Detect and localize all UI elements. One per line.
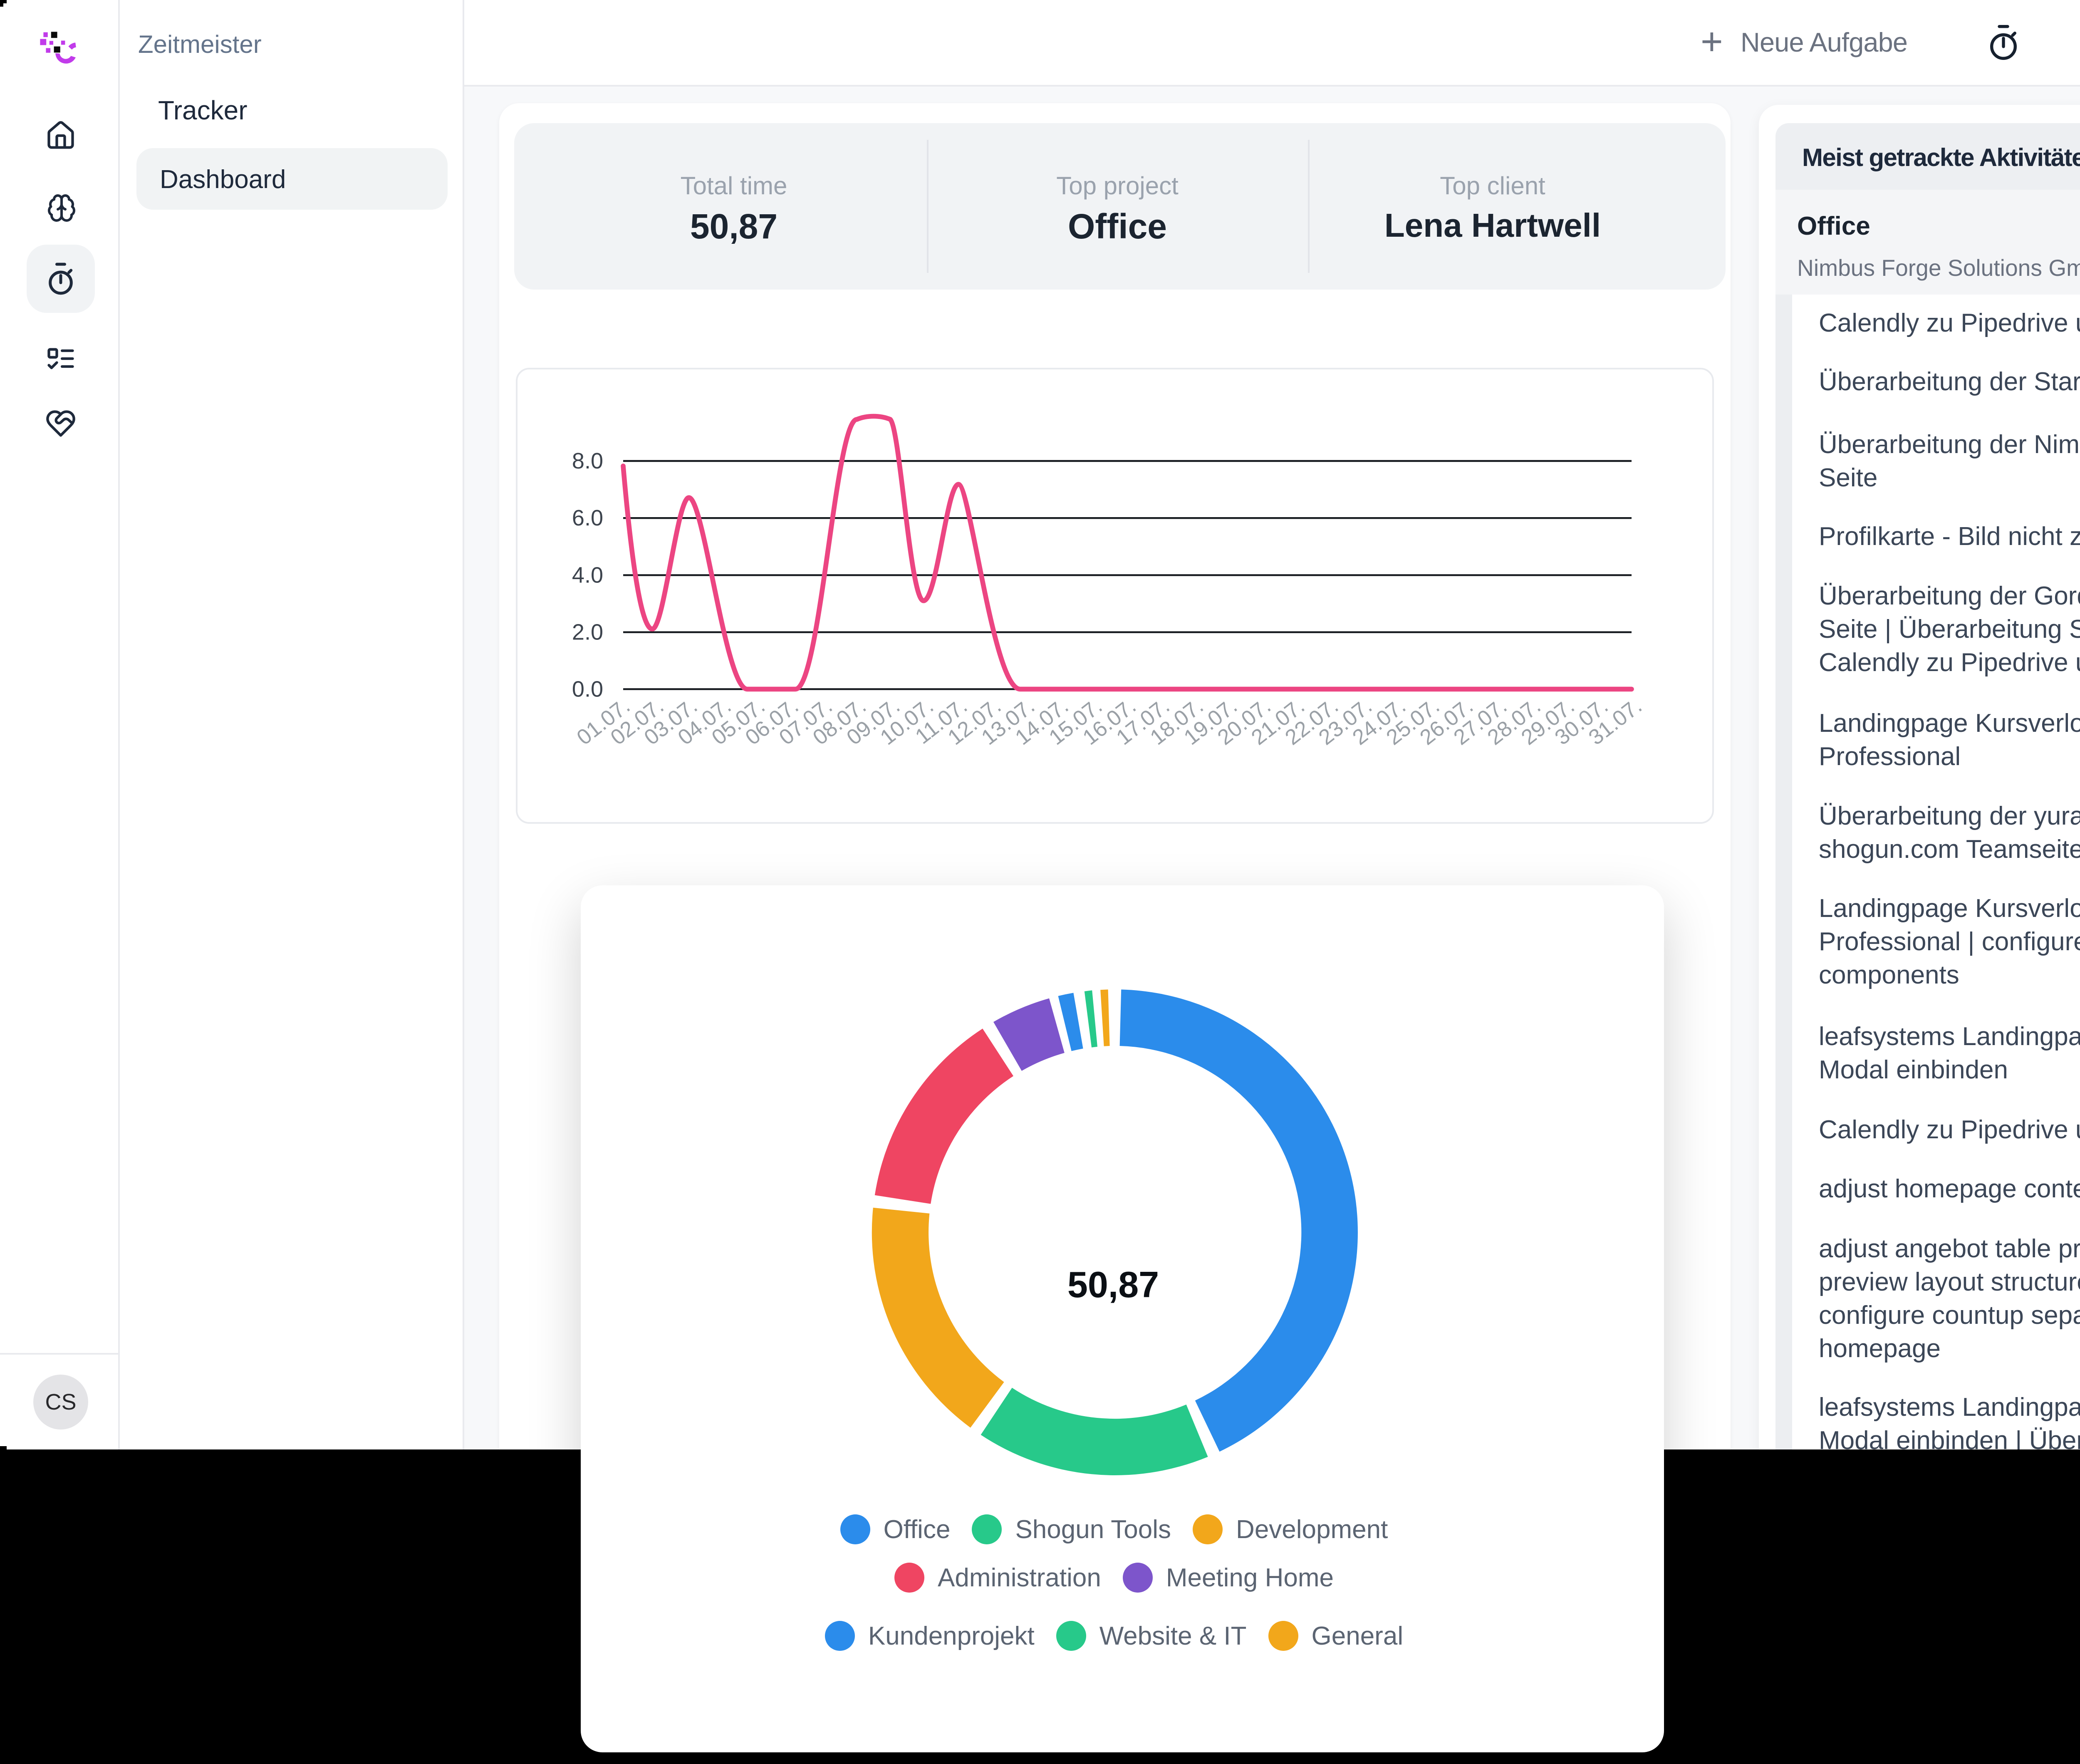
svg-text:8.0: 8.0 [572,448,603,473]
svg-text:6.0: 6.0 [572,505,603,530]
svg-text:0.0: 0.0 [572,676,603,701]
svg-text:2.0: 2.0 [572,620,603,645]
svg-text:4.0: 4.0 [572,562,603,587]
